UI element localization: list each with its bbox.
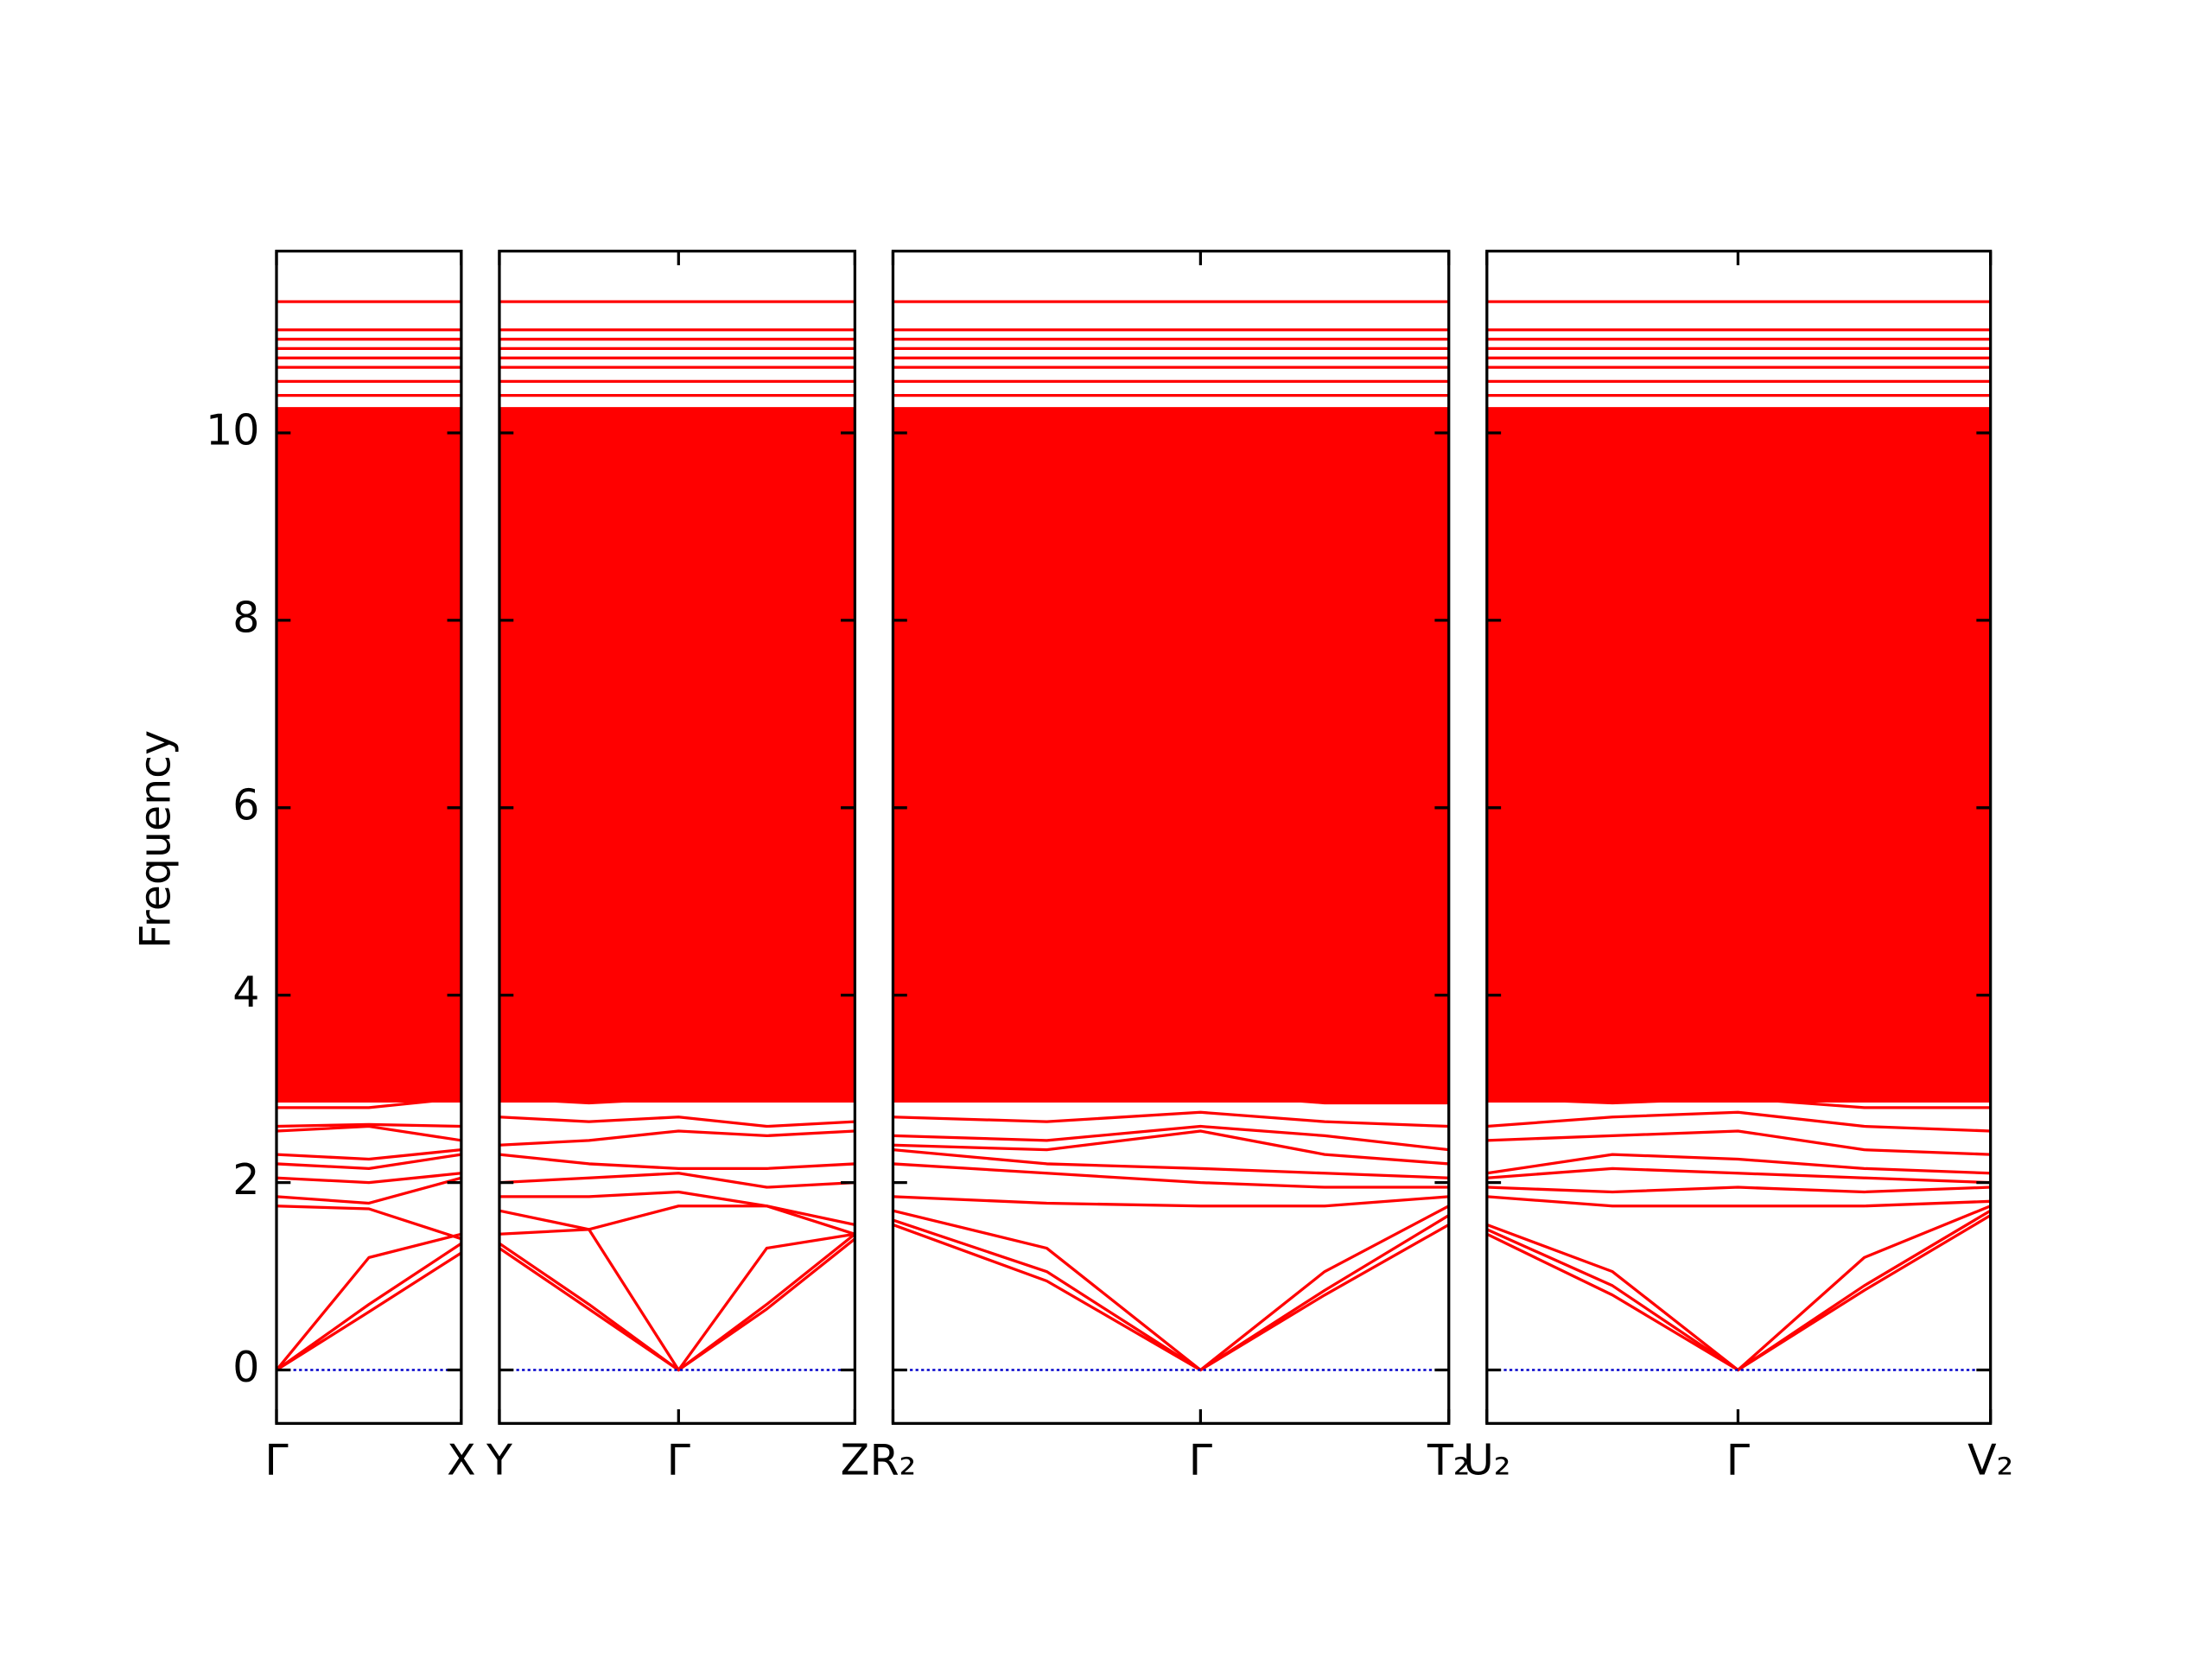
band-line [276,1176,461,1205]
band-line [276,1242,461,1371]
band-line [1486,1195,1991,1208]
band-line [893,1124,1449,1152]
band-line [499,1172,855,1189]
band-line [1486,1214,1991,1372]
band-line [893,1148,1449,1179]
band-line [1486,1166,1991,1185]
x-tick-label: T₂ [1427,1436,1471,1485]
band-line [276,1205,461,1241]
band-line [276,1148,461,1161]
x-tick-label: Z [841,1436,870,1485]
plot-area [1486,300,1991,1372]
band-line [499,1237,855,1372]
x-tick-label: Γ [264,1436,289,1485]
band-line [1486,1110,1991,1133]
y-tick-label: 6 [232,780,259,830]
x-tick-label: Γ [1189,1436,1213,1485]
band-line [499,1153,855,1170]
band-line [893,1195,1449,1208]
band-line [1486,1129,1991,1156]
band-line [893,1110,1449,1128]
plot-area [893,300,1449,1372]
x-tick-label: X [447,1436,476,1485]
plot-area [276,300,461,1371]
y-tick-label: 8 [232,593,259,642]
band-line [499,1116,855,1128]
band-line [1486,1185,1991,1194]
band-line [499,1232,855,1372]
band-line [1486,1205,1991,1372]
band-line [276,1153,461,1170]
y-tick-label: 4 [232,968,259,1017]
band-line [893,1205,1449,1372]
band-line [276,1232,461,1371]
x-tick-label: Γ [1726,1436,1751,1485]
band-line [499,1190,855,1227]
x-tick-label: Γ [667,1436,691,1485]
band-line [499,1129,855,1147]
y-axis-label: Frequency [130,730,180,949]
band-line [499,1228,855,1372]
y-tick-label: 2 [232,1155,259,1205]
y-tick-label: 10 [206,406,259,455]
band-line [893,1129,1449,1166]
x-tick-label: R₂ [870,1436,917,1485]
band-line [276,1172,461,1185]
x-tick-label: Y [486,1436,512,1485]
panel-frame [275,249,463,1425]
x-tick-label: V₂ [1967,1436,2013,1485]
band-line [276,1124,461,1142]
y-tick-label: 0 [232,1343,259,1392]
band-line [499,1205,855,1236]
band-line [1486,1153,1991,1175]
plot-area [499,300,855,1372]
band-line [893,1162,1449,1189]
band-line [1486,1209,1991,1372]
band-line [276,1251,461,1371]
x-tick-label: U₂ [1463,1436,1510,1485]
band-line [276,1122,461,1128]
panel-frame [891,249,1451,1425]
